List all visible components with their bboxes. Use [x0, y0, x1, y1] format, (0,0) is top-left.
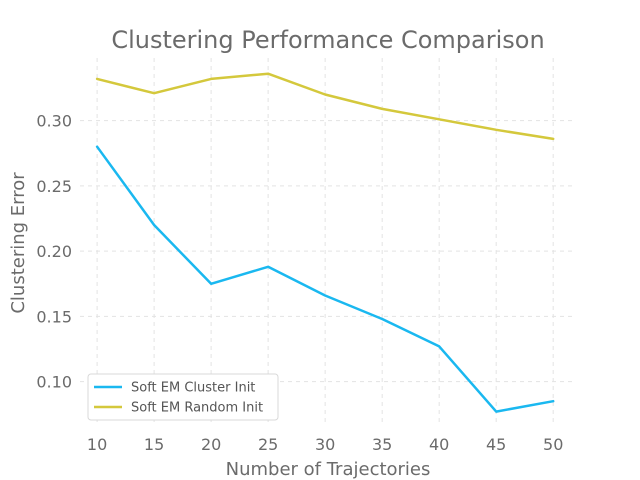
x-tick-label: 15 — [144, 435, 164, 454]
grid — [80, 58, 576, 426]
x-tick-label: 40 — [429, 435, 449, 454]
x-tick-label: 10 — [87, 435, 107, 454]
x-tick-label: 20 — [201, 435, 221, 454]
x-tick-label: 30 — [315, 435, 335, 454]
x-tick-label: 50 — [543, 435, 563, 454]
x-tick-label: 45 — [486, 435, 506, 454]
legend-label-random-init: Soft EM Random Init — [131, 401, 263, 416]
legend: Soft EM Cluster Init Soft EM Random Init — [87, 373, 279, 421]
series-line-cluster-init — [95, 145, 555, 413]
y-axis-ticks: 0.10 0.15 0.20 0.25 0.30 — [36, 112, 72, 392]
legend-box — [87, 373, 279, 421]
y-tick-label: 0.15 — [36, 307, 72, 326]
series-layer — [95, 72, 555, 413]
x-axis-label: Number of Trajectories — [226, 459, 431, 480]
x-tick-label: 35 — [372, 435, 392, 454]
chart-title: Clustering Performance Comparison — [111, 26, 544, 54]
y-tick-label: 0.25 — [36, 177, 72, 196]
y-axis-label: Clustering Error — [8, 172, 29, 314]
series-line-random-init — [95, 72, 555, 141]
y-tick-label: 0.10 — [36, 373, 72, 392]
legend-label-cluster-init: Soft EM Cluster Init — [131, 381, 255, 396]
y-tick-label: 0.30 — [36, 112, 72, 131]
y-tick-label: 0.20 — [36, 242, 72, 261]
x-axis-ticks: 10 15 20 25 30 35 40 45 50 — [87, 435, 563, 454]
x-tick-label: 25 — [258, 435, 278, 454]
